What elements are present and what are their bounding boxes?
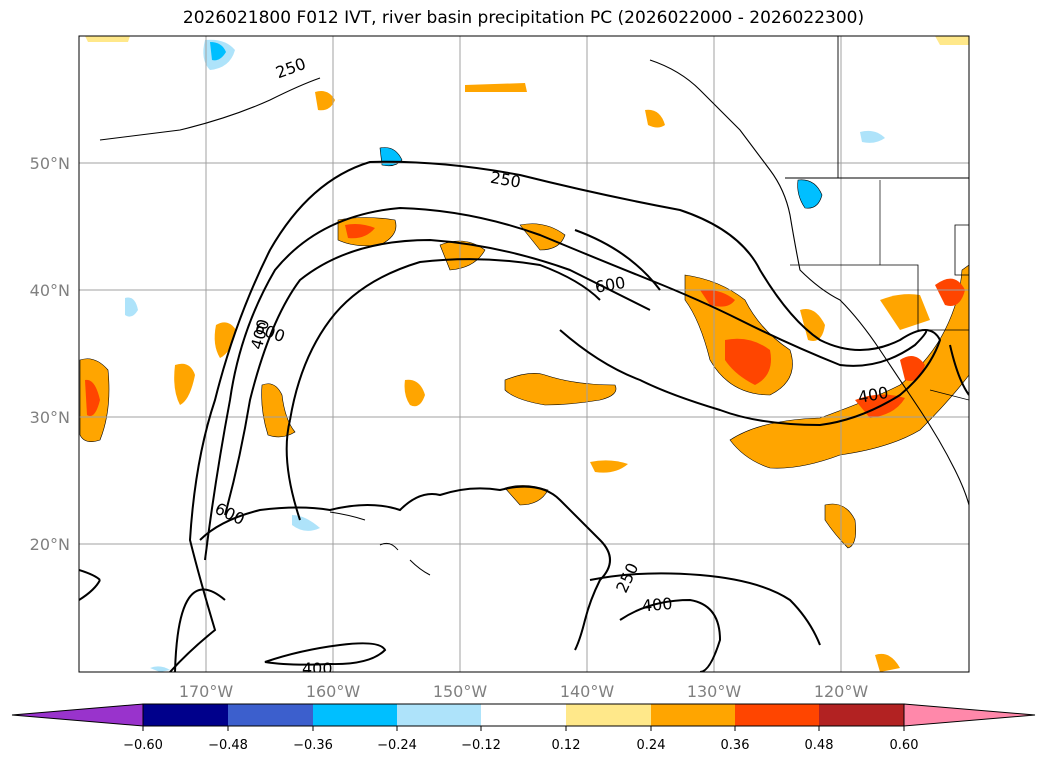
colorbar-segment [397, 704, 481, 726]
colorbar-tick: −0.48 [208, 738, 248, 753]
lat-tick: 30°N [30, 408, 70, 427]
ivt-contours [79, 160, 969, 672]
lon-tick: 170°W [179, 682, 234, 701]
colorbar-tick: 0.36 [721, 738, 750, 753]
colorbar-extend-high [903, 703, 1036, 727]
colorbar-segment [819, 704, 904, 726]
lat-tick: 50°N [30, 154, 70, 173]
lon-tick: 160°W [306, 682, 361, 701]
colorbar-segment [481, 704, 566, 726]
lon-tick: 130°W [687, 682, 742, 701]
colorbar-tick: 0.60 [890, 738, 919, 753]
lat-tick: 20°N [30, 535, 70, 554]
colorbar-segment [143, 704, 228, 726]
lon-tick: 150°W [433, 682, 488, 701]
colorbar-segment [735, 704, 819, 726]
latitude-ticks: 50°N 40°N 30°N 20°N [30, 154, 70, 554]
coastlines [99, 36, 969, 576]
contour-label: 400 [641, 594, 673, 616]
colorbar-tick: 0.12 [552, 738, 581, 753]
colorbar-tick: −0.24 [377, 738, 417, 753]
colorbar-tick: −0.60 [123, 738, 163, 753]
colorbar-tick: −0.12 [461, 738, 501, 753]
contour-label: 400 [302, 659, 333, 678]
lon-tick: 120°W [814, 682, 869, 701]
lon-tick: 140°W [560, 682, 615, 701]
map-frame [78, 35, 970, 673]
longitude-ticks: 170°W 160°W 150°W 140°W 130°W 120°W [179, 682, 869, 701]
colorbar-tick: −0.36 [293, 738, 333, 753]
colorbar-tick: 0.24 [637, 738, 666, 753]
map-area: 250 250 250 400 400 400 400 600 600 600 [79, 36, 969, 678]
graticule [79, 36, 969, 672]
colorbar-segment [313, 704, 397, 726]
map-title: 2026021800 F012 IVT, river basin precipi… [182, 8, 865, 28]
colorbar-tick: 0.48 [805, 738, 834, 753]
colorbar-segment [228, 704, 313, 726]
colorbar-extend-low [11, 703, 144, 727]
colorbar-segment [566, 704, 651, 726]
colorbar-segment [651, 704, 735, 726]
lat-tick: 40°N [30, 281, 70, 300]
colorbar: −0.60 −0.48 −0.36 −0.24 −0.12 0.12 0.24 … [11, 703, 1036, 753]
